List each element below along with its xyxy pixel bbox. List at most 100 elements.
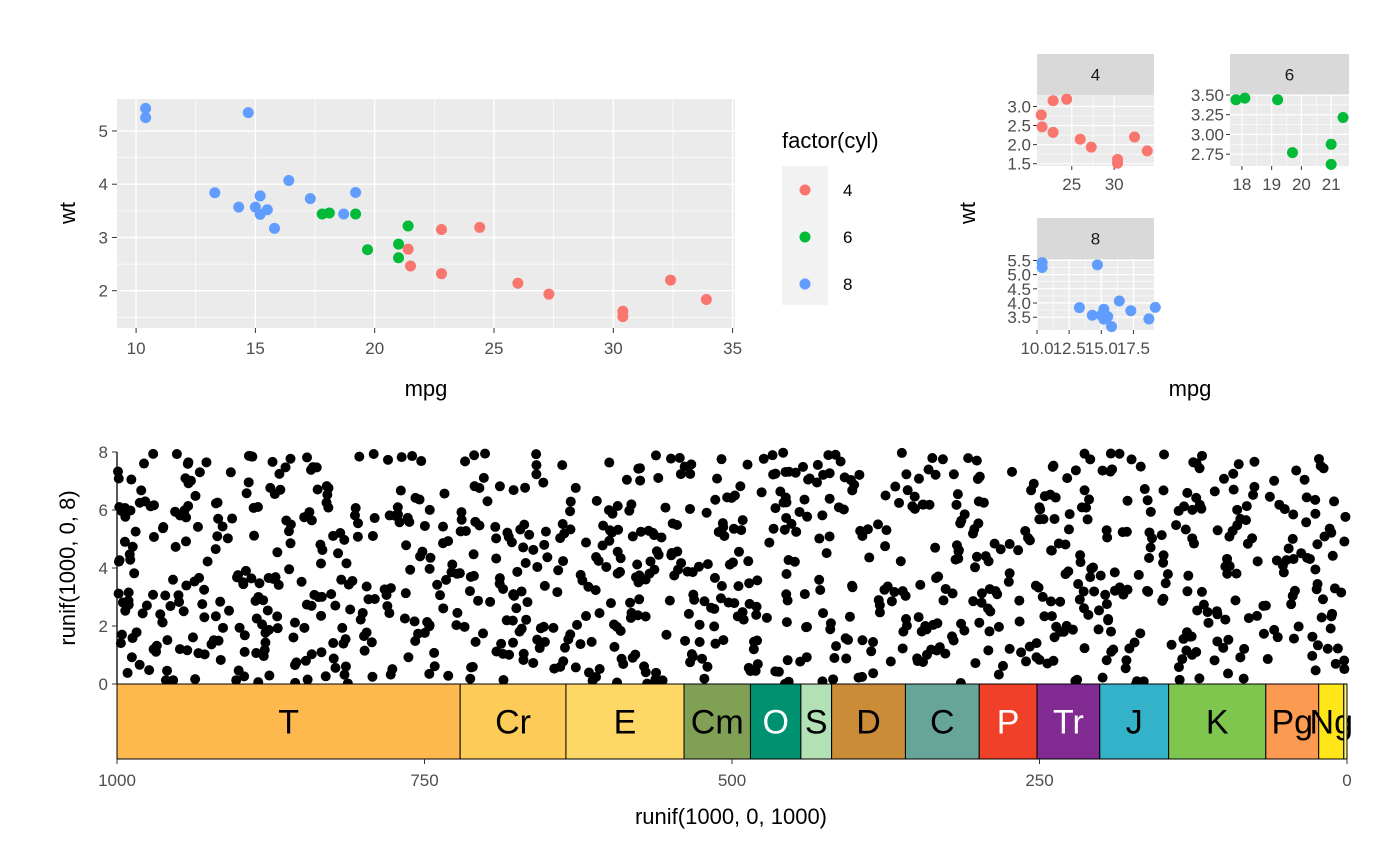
timescale-point [289,660,300,671]
timescale-point [157,616,168,627]
timescale-point [478,628,489,639]
main-x-tick-label: 25 [485,339,504,358]
timescale-point [134,659,145,670]
facet-y-tick-label: 4.5 [1007,280,1031,299]
main-point-cyl-8 [268,222,280,234]
timescale-point [1031,638,1042,649]
timescale-point [1325,623,1336,634]
timescale-point [868,637,879,648]
timescale-point [1312,539,1323,550]
timescale-point [528,544,539,555]
timescale-point [770,468,781,479]
timescale-point [737,515,748,526]
timescale-point [1122,495,1133,506]
timescale-point [1286,599,1297,610]
facet-y-tick-label: 2.0 [1007,136,1031,155]
timescale-point [1004,539,1015,550]
timescale-point [1194,673,1205,684]
timescale-point [321,481,332,492]
timescale-point [821,548,832,559]
timescale-point [340,634,351,645]
timescale-y-axis-title: runif(1000, 0, 8) [55,490,80,645]
timescale-point [361,581,372,592]
timescale-point [148,531,159,542]
main-point-cyl-4 [543,288,555,300]
timescale-point [384,510,395,521]
timescale-point [312,484,323,495]
timescale-point [710,638,721,649]
timescale-point [178,606,189,617]
timescale-point [139,458,150,469]
timescale-point [441,574,452,585]
legend-key-4 [799,184,811,196]
timescale-point [251,613,262,624]
timescale-point [349,510,360,521]
timescale-point [555,533,566,544]
timescale-point [160,675,171,686]
timescale-point [183,457,194,468]
timescale-point [234,622,245,633]
timescale-point [685,657,696,668]
facet-point-8 [1036,257,1048,269]
timescale-point [897,586,908,597]
timescale-point [328,638,339,649]
timescale-point [716,580,727,591]
timescale-point [267,456,278,467]
facet-y-tick-label: 4.0 [1007,294,1031,313]
timescale-point [742,459,753,470]
timescale-point [558,556,569,567]
timescale-point [306,515,317,526]
timescale-point [683,608,694,619]
timescale-point [1243,613,1254,624]
timescale-point [1107,464,1118,475]
timescale-point [1209,655,1220,666]
timescale-band-Ng [1318,683,1345,760]
timescale-point [194,572,205,583]
timescale-point [1158,550,1169,561]
timescale-point [222,533,233,544]
timescale-point [114,555,125,566]
timescale-point [963,453,974,464]
timescale-point [1258,628,1269,639]
timescale-point [828,674,839,685]
timescale-point [494,481,505,492]
timescale-point [1101,525,1112,536]
timescale-point [251,648,262,659]
main-point-cyl-8 [283,174,295,186]
timescale-point [199,584,210,595]
timescale-point [180,473,191,484]
timescale-point [665,453,676,464]
timescale-band-label-Cr: Cr [495,704,531,742]
timescale-point [283,526,294,537]
timescale-point [496,638,507,649]
timescale-point [685,468,696,479]
main-point-cyl-8 [304,193,316,205]
timescale-point [498,675,509,686]
timescale-point [581,611,592,622]
timescale-point [880,490,891,501]
timescale-point [181,580,192,591]
timescale-point [524,529,535,540]
timescale-point [1075,550,1086,561]
timescale-point [930,469,941,480]
timescale-point [697,653,708,664]
timescale-point [694,619,705,630]
main-point-cyl-4 [512,277,524,289]
timescale-point [460,456,471,467]
main-point-cyl-4 [436,268,448,280]
main-x-tick-label: 10 [127,339,146,358]
timescale-point [864,552,875,563]
timescale-band-label-T: T [278,704,299,742]
timescale-point [532,634,543,645]
facet-y-tick-label: 2.75 [1191,145,1224,164]
timescale-point [1279,504,1290,515]
timescale-point [435,590,446,601]
timescale-point [1030,580,1041,591]
timescale-point [307,462,318,473]
main-point-cyl-4 [700,294,712,306]
timescale-point [339,669,350,680]
timescale-point [456,514,467,525]
timescale-point [1079,643,1090,654]
timescale-point [1238,673,1249,684]
timescale-point [901,469,912,480]
